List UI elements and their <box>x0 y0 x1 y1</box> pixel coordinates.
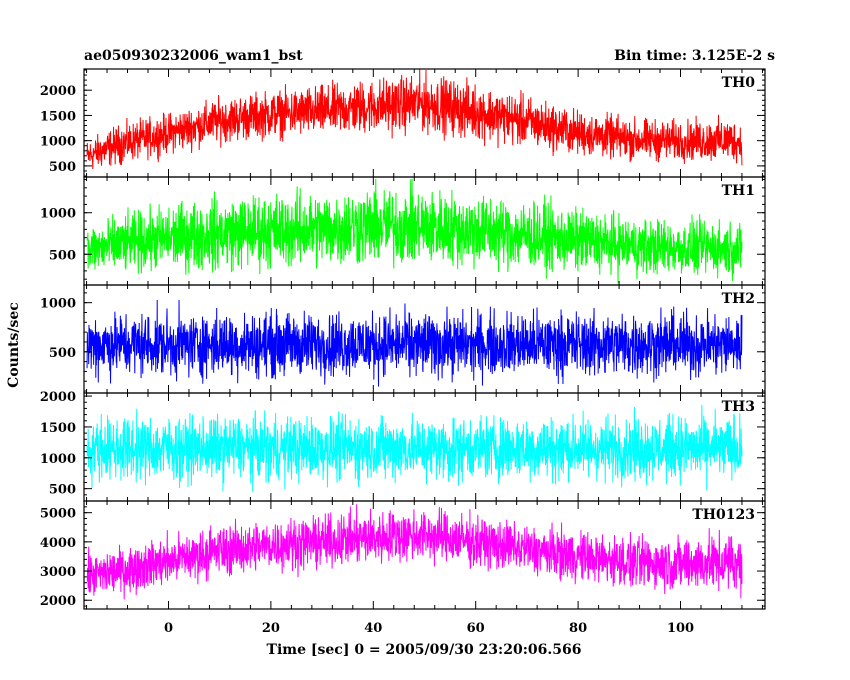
y-tick-label: 1000 <box>40 297 76 312</box>
panel-th3: 500 1000 1500 2000 TH3 <box>40 390 766 502</box>
panel-th1: 500 1000 TH1 <box>40 176 766 286</box>
x-tick-label: 100 <box>667 621 694 636</box>
figure-right-title: Bin time: 3.125E-2 s <box>614 48 775 64</box>
x-tick-label: 80 <box>569 621 587 636</box>
y-tick-label: 2000 <box>40 594 76 609</box>
figure-left-title: ae050930232006_wam1_bst <box>84 48 303 64</box>
series-line-th1 <box>86 178 743 284</box>
panel-th2: 500 1000 TH2 <box>40 284 766 394</box>
series-line-th0 <box>86 69 743 170</box>
panel-label-th0: TH0 <box>722 75 756 91</box>
y-tick-label: 2000 <box>40 390 76 405</box>
x-axis: 0 20 40 60 80 100 <box>164 621 694 636</box>
y-tick-label: 1000 <box>40 207 76 222</box>
panel-label-th1: TH1 <box>722 183 755 199</box>
panel-label-th0123: TH0123 <box>692 507 755 523</box>
panel-label-th2: TH2 <box>722 291 755 307</box>
x-tick-label: 40 <box>364 621 382 636</box>
x-tick-label: 0 <box>164 621 173 636</box>
y-tick-label: 5000 <box>40 507 76 522</box>
y-axis-label: Counts/sec <box>6 302 22 388</box>
panel-th0123: 2000 3000 4000 5000 TH0123 <box>40 500 766 610</box>
y-tick-label: 500 <box>49 483 76 498</box>
y-tick-label: 500 <box>49 160 76 175</box>
panel-frame <box>83 500 766 610</box>
y-tick-label: 2000 <box>40 84 76 99</box>
y-tick-label: 1500 <box>40 109 76 124</box>
x-tick-label: 60 <box>467 621 485 636</box>
y-tick-label: 1500 <box>40 421 76 436</box>
series-line-th0123 <box>86 504 743 600</box>
series-line-th2 <box>86 299 743 387</box>
series-line-th3 <box>86 404 743 492</box>
y-tick-label: 3000 <box>40 565 76 580</box>
y-tick-label: 4000 <box>40 536 76 551</box>
x-axis-label: Time [sec] 0 = 2005/09/30 23:20:06.566 <box>267 642 582 658</box>
y-tick-label: 1000 <box>40 135 76 150</box>
x-tick-label: 20 <box>262 621 280 636</box>
y-tick-label: 1000 <box>40 452 76 467</box>
y-tick-label: 500 <box>49 248 76 263</box>
panel-th0: 500 1000 1500 2000 TH0 <box>40 68 766 178</box>
panel-label-th3: TH3 <box>722 399 755 415</box>
y-tick-label: 500 <box>49 346 76 361</box>
